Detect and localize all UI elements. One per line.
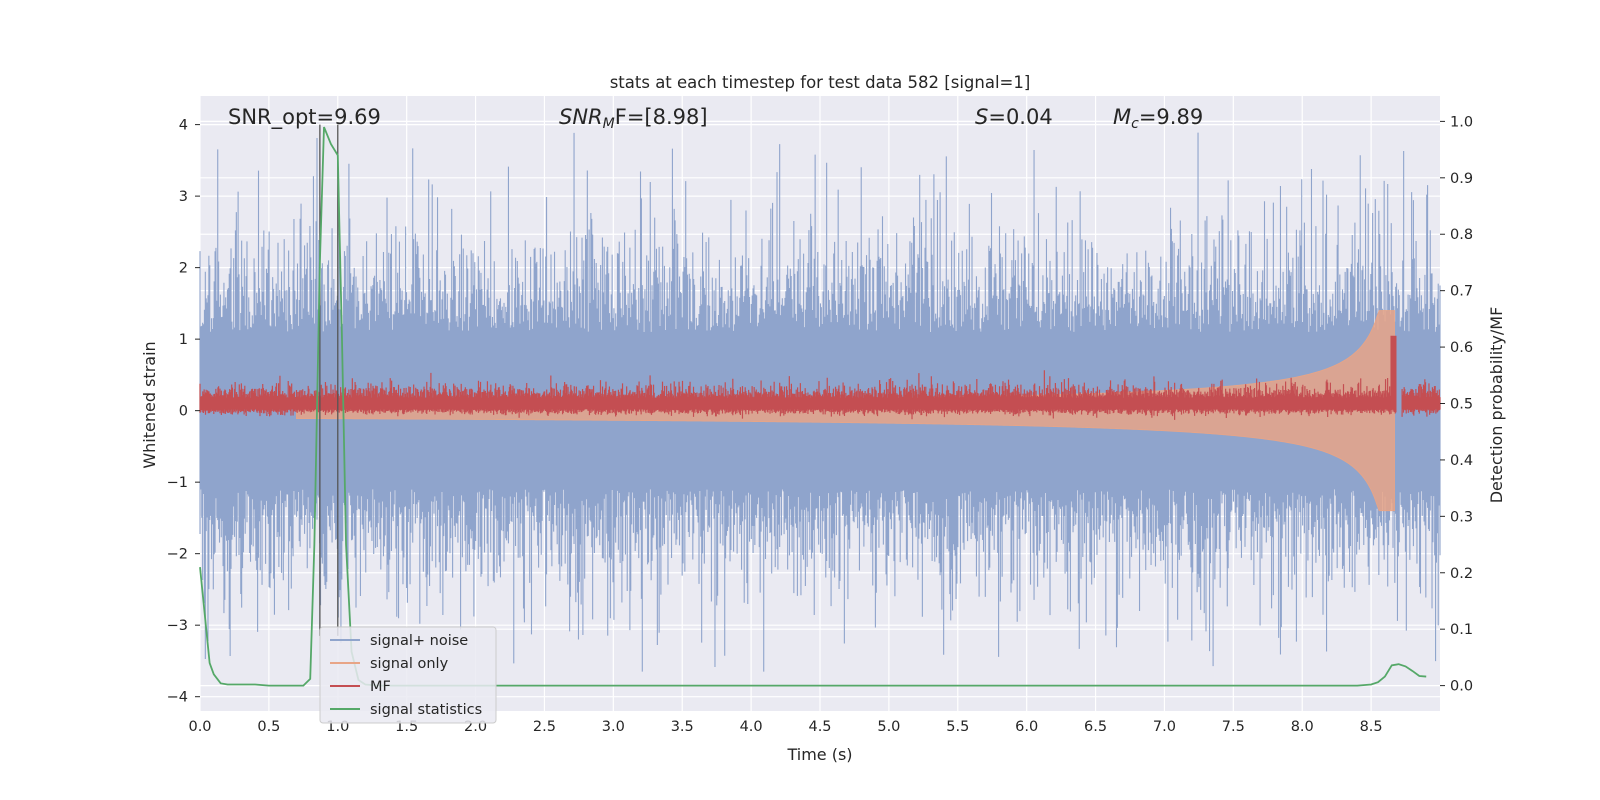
annotation-s-italic: S [975,105,988,129]
y-tick-label-right: 0.9 [1450,171,1473,187]
x-tick-label: 4.5 [808,719,831,735]
x-tick-label: 8.0 [1291,719,1314,735]
x-tick-label: 7.0 [1153,719,1176,735]
y-tick-label-right: 0.7 [1450,284,1473,300]
x-tick-label: 4.0 [740,719,763,735]
annotation-snr-mf-tail: F=[8.98] [615,105,708,129]
y-tick-label-right: 0.1 [1450,622,1473,638]
y-tick-label-left: −4 [167,690,188,706]
y-tick-label-left: 2 [179,261,188,277]
x-tick-label: 5.0 [877,719,900,735]
y-tick-label-left: −1 [167,475,188,491]
annotation-snr-mf: SNRMF=[8.98] [559,105,708,132]
x-axis-label: Time (s) [786,745,852,764]
y-axis-label-right: Detection probability/MF [1487,307,1506,504]
annotation-snr-mf-main: SNR [559,105,603,129]
y-tick-label-right: 0.0 [1450,679,1473,695]
chart-title: stats at each timestep for test data 582… [610,73,1031,92]
y-axis-label-left: Whitened strain [140,341,159,468]
y-tick-label-right: 0.5 [1450,397,1473,413]
annotation-mc-main: M [1113,105,1131,129]
annotation-snr-mf-sub: M [603,116,615,132]
annotation-snr-opt: SNR_opt=9.69 [228,105,381,130]
legend-label-signal-statistics: signal statistics [370,702,482,718]
ticks: 0.0 0.5 1.0 1.5 2.0 2.5 3.0 3.5 4.0 4.5 5.0 5.5 6.0 6… [167,114,1473,735]
y-tick-label-right: 0.2 [1450,566,1473,582]
y-tick-label-left: 0 [179,404,188,420]
x-tick-label: 3.5 [671,719,694,735]
y-tick-label-right: 0.8 [1450,227,1473,243]
legend-box [319,626,497,724]
x-tick-label: 6.5 [1084,719,1107,735]
annotation-mc-value: =9.89 [1139,105,1203,129]
series-layer [199,124,1441,687]
x-tick-label: 5.5 [946,719,969,735]
annotation-mc: Mc=9.89 [1113,105,1203,132]
x-tick-label: 0.5 [257,719,280,735]
y-tick-label-right: 1.0 [1450,114,1473,130]
y-tick-label-right: 0.3 [1450,509,1473,525]
y-tick-label-left: 1 [179,332,188,348]
y-tick-label-left: 4 [179,118,188,134]
legend-label-signal-only: signal only [370,656,449,672]
annotation-s-value: =0.04 [988,105,1052,129]
y-tick-label-left: −3 [167,618,188,634]
legend: signal+ noise signal only MF signal stat… [319,626,497,724]
x-tick-label: 7.5 [1222,719,1245,735]
x-tick-label: 6.0 [1015,719,1038,735]
x-tick-label: 3.0 [602,719,625,735]
x-tick-label: 8.5 [1360,719,1383,735]
y-tick-label-left: 3 [179,189,188,205]
annotation-s: S=0.04 [975,105,1053,129]
legend-label-mf: MF [370,679,391,695]
legend-label-signal-noise: signal+ noise [370,633,468,649]
y-tick-label-right: 0.4 [1450,453,1473,469]
y-tick-label-right: 0.6 [1450,340,1473,356]
annotation-mc-sub: c [1131,116,1139,132]
x-tick-label: 2.5 [533,719,556,735]
x-tick-label: 0.0 [188,719,211,735]
y-tick-label-left: −2 [167,547,188,563]
